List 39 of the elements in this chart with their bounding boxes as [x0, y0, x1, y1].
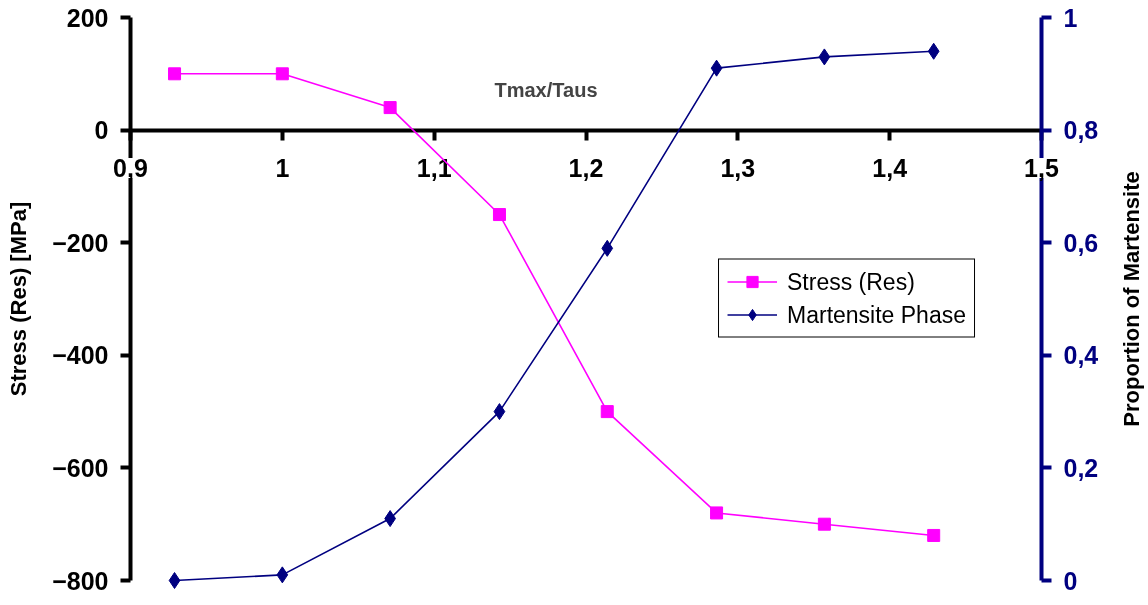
- y2-tick-label: 0,4: [1063, 341, 1099, 370]
- point: [710, 506, 724, 520]
- point: [276, 566, 289, 584]
- y2-tick-label: 1: [1063, 3, 1078, 32]
- y2-tick-label: 0,8: [1063, 116, 1099, 145]
- x-tick-label: 1: [275, 154, 290, 183]
- legend-label: Martensite Phase: [787, 301, 966, 328]
- y2-tick-label: 0,2: [1063, 453, 1099, 482]
- x-tick-label: 1,1: [416, 154, 452, 183]
- legend-label: Stress (Res): [787, 268, 915, 295]
- x-tick-label: 0,9: [113, 154, 148, 183]
- point: [927, 528, 941, 542]
- point: [817, 517, 831, 531]
- point: [168, 572, 181, 589]
- x-axis-title: Tmax/Taus: [494, 79, 598, 102]
- y2-axis-title: Proportion of Martensite: [1119, 171, 1144, 427]
- point: [493, 403, 506, 421]
- y-tick-label: −400: [52, 341, 109, 370]
- point: [275, 67, 289, 81]
- point: [492, 208, 506, 222]
- point: [710, 59, 723, 77]
- point: [168, 67, 182, 81]
- y2-tick-label: 0,6: [1063, 228, 1099, 257]
- y-tick-label: −200: [52, 228, 109, 257]
- x-tick-label: 1,4: [872, 154, 908, 183]
- point: [927, 42, 940, 60]
- y-tick-label: 0: [94, 116, 109, 145]
- x-tick-label: 1,2: [568, 154, 604, 183]
- x-tick-label: 1,3: [720, 154, 756, 183]
- y-axis-title: Stress (Res) [MPa]: [6, 201, 32, 397]
- x-tick-label: 1,5: [1024, 154, 1059, 183]
- point: [818, 48, 831, 66]
- y-tick-label: −800: [52, 566, 109, 595]
- y-tick-label: −600: [52, 453, 109, 482]
- y2-tick-label: 0: [1063, 566, 1078, 595]
- point: [600, 405, 614, 419]
- point: [383, 101, 397, 115]
- point: [601, 239, 614, 257]
- y-tick-label: 200: [66, 3, 109, 32]
